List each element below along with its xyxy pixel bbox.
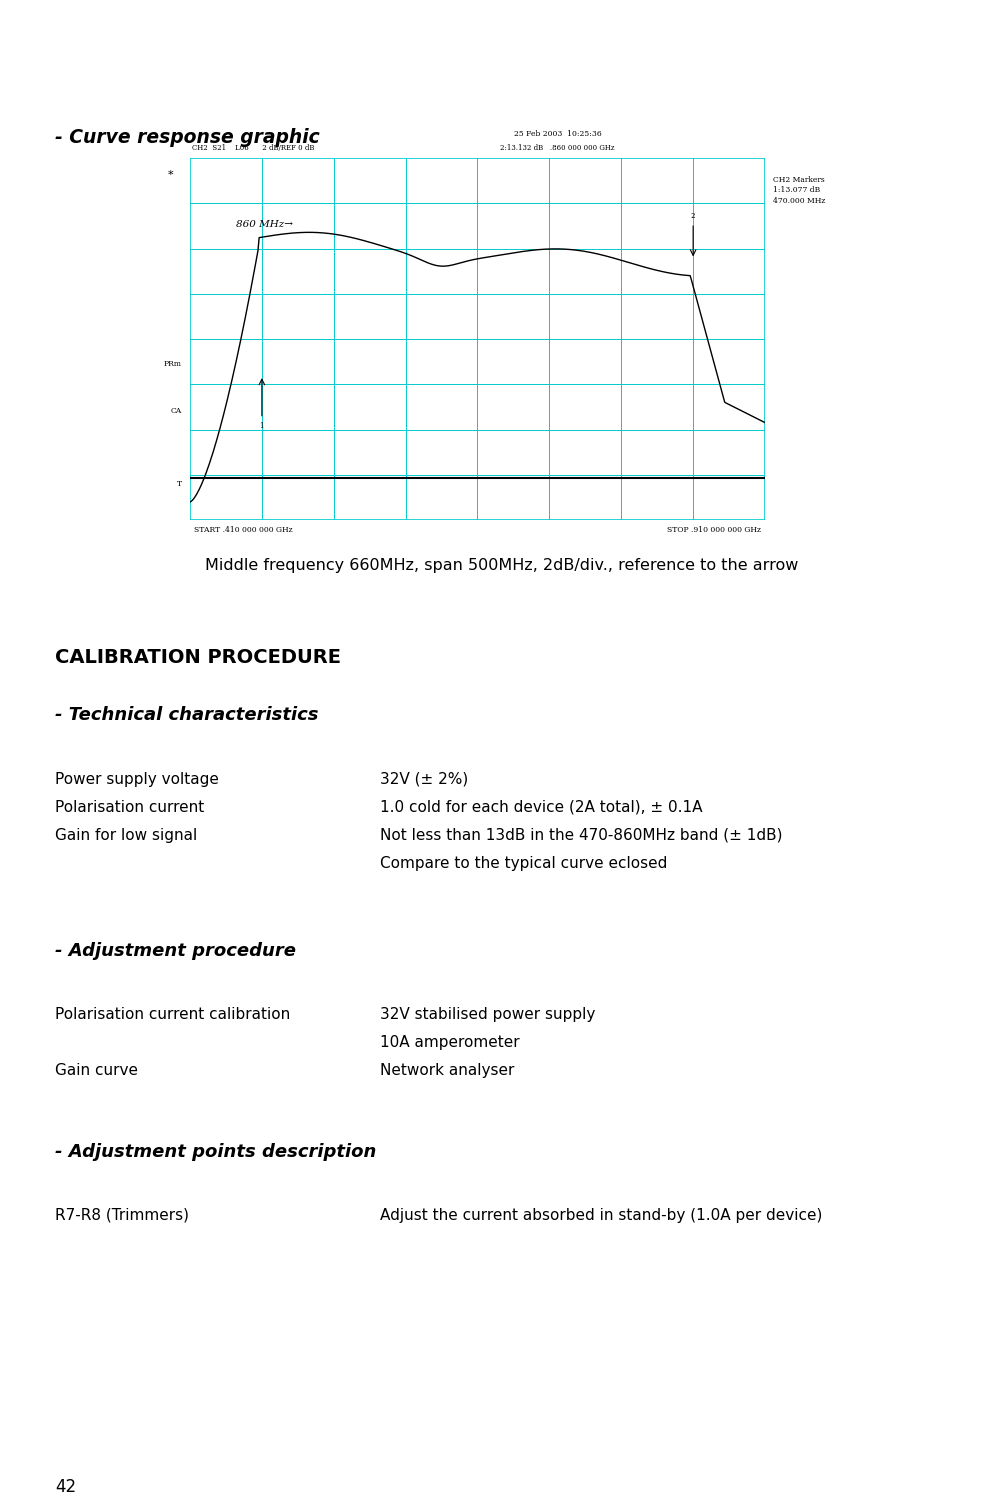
Text: Not less than 13dB in the 470-860MHz band (± 1dB): Not less than 13dB in the 470-860MHz ban… (379, 828, 781, 843)
Text: 25 Feb 2003  10:25:36: 25 Feb 2003 10:25:36 (514, 131, 601, 138)
Text: T: T (177, 479, 182, 488)
Text: PRm: PRm (163, 360, 182, 368)
Text: - Technical characteristics: - Technical characteristics (55, 706, 318, 724)
Text: CH2  S21    L06      2 dB/REF 0 dB: CH2 S21 L06 2 dB/REF 0 dB (192, 144, 314, 152)
Text: Network analyser: Network analyser (379, 1063, 514, 1078)
Text: CA: CA (171, 407, 182, 416)
Text: STOP .910 000 000 GHz: STOP .910 000 000 GHz (666, 526, 760, 535)
Text: *: * (168, 170, 174, 180)
Text: - Curve response graphic: - Curve response graphic (55, 128, 319, 147)
Text: - Adjustment points description: - Adjustment points description (55, 1143, 376, 1161)
Text: Polarisation current: Polarisation current (55, 801, 204, 816)
Text: CALIBRATION PROCEDURE: CALIBRATION PROCEDURE (55, 647, 341, 667)
Text: Middle frequency 660MHz, span 500MHz, 2dB/div., reference to the arrow: Middle frequency 660MHz, span 500MHz, 2d… (205, 559, 798, 572)
Text: 2: 2 (690, 212, 695, 219)
Text: START .410 000 000 GHz: START .410 000 000 GHz (194, 526, 292, 535)
Text: 10A amperometer: 10A amperometer (379, 1035, 520, 1050)
Text: R7-R8 (Trimmers): R7-R8 (Trimmers) (55, 1208, 189, 1223)
Text: 32V stabilised power supply: 32V stabilised power supply (379, 1006, 595, 1021)
Text: Compare to the typical curve eclosed: Compare to the typical curve eclosed (379, 856, 667, 871)
Text: CH2 Markers
1:13.077 dB
470.000 MHz: CH2 Markers 1:13.077 dB 470.000 MHz (772, 176, 824, 204)
Text: 860 MHz→: 860 MHz→ (236, 221, 293, 230)
Text: 42: 42 (55, 1478, 76, 1496)
Text: - Adjustment procedure: - Adjustment procedure (55, 942, 296, 960)
Text: Adjust the current absorbed in stand-by (1.0A per device): Adjust the current absorbed in stand-by … (379, 1208, 821, 1223)
Text: 1: 1 (260, 422, 264, 430)
Text: 1.0 cold for each device (2A total), ± 0.1A: 1.0 cold for each device (2A total), ± 0… (379, 801, 702, 816)
Text: Polarisation current calibration: Polarisation current calibration (55, 1006, 290, 1021)
Text: Gain for low signal: Gain for low signal (55, 828, 197, 843)
Text: Gain curve: Gain curve (55, 1063, 137, 1078)
Text: Power supply voltage: Power supply voltage (55, 772, 219, 787)
Text: 32V (± 2%): 32V (± 2%) (379, 772, 467, 787)
Text: 2:13.132 dB   .860 000 000 GHz: 2:13.132 dB .860 000 000 GHz (499, 144, 614, 152)
